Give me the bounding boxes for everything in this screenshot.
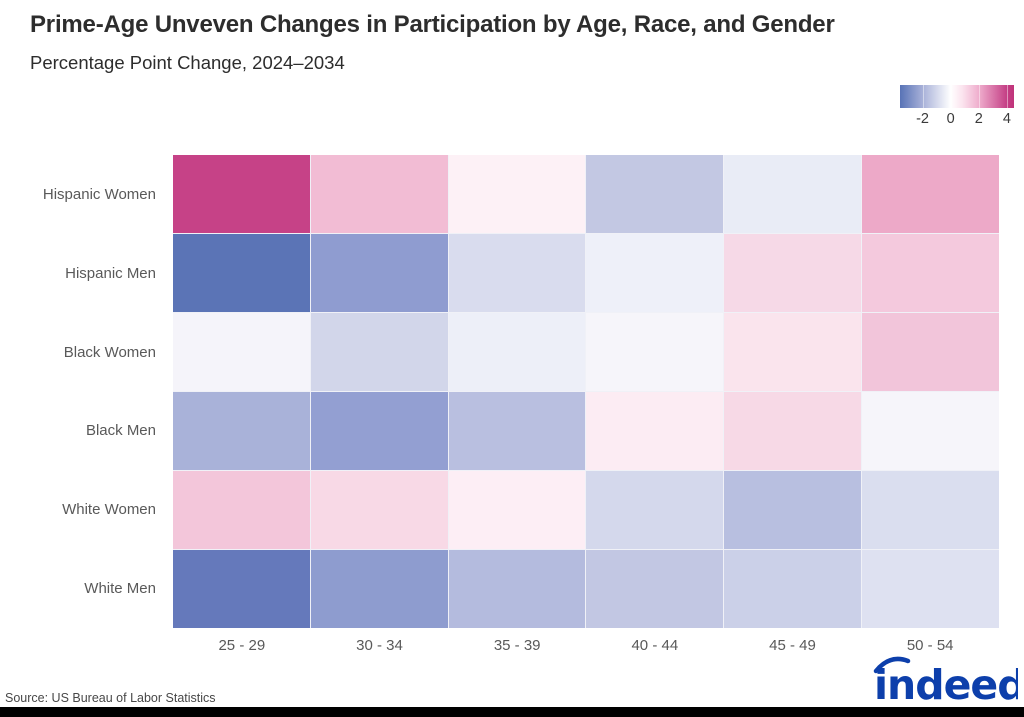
- color-legend-notch: [950, 85, 952, 108]
- heatmap-cell: [586, 234, 724, 312]
- color-legend-gradient-bar: [900, 85, 1014, 108]
- heatmap-cell: [173, 392, 310, 470]
- x-axis-labels: 25 - 29 30 - 34 35 - 39 40 - 44 45 - 49 50 - …: [173, 634, 999, 656]
- heatmap-cell: [586, 155, 724, 233]
- heatmap-cell: [724, 234, 862, 312]
- indeed-logo-arc: [873, 656, 911, 674]
- x-axis-label: 25 - 29: [218, 636, 266, 654]
- heatmap-cell: [586, 471, 724, 549]
- heatmap-grid: [173, 155, 999, 628]
- y-axis-labels: Hispanic Women Hispanic Men Black Women Bla…: [0, 155, 156, 628]
- x-axis-label: 45 - 49: [769, 636, 816, 654]
- bottom-black-bar: [0, 707, 1024, 717]
- x-axis-label: 40 - 44: [631, 636, 679, 654]
- y-axis-label: Hispanic Men: [65, 264, 156, 282]
- heatmap-cell: [586, 392, 724, 470]
- heatmap-cell: [310, 155, 448, 233]
- heatmap-cell: [448, 392, 586, 470]
- y-axis-label: White Men: [84, 580, 156, 598]
- color-legend-tick-label: 2: [974, 111, 983, 127]
- heatmap-cell: [586, 313, 724, 391]
- color-legend-tick-label: 4: [1002, 111, 1011, 127]
- y-axis-label: Black Women: [63, 343, 156, 361]
- heatmap-cell: [724, 392, 862, 470]
- chart-subtitle: Percentage Point Change, 2024–2034: [30, 52, 345, 73]
- heatmap-cell: [862, 471, 999, 549]
- heatmap-cell: [173, 313, 310, 391]
- source-note: Source: US Bureau of Labor Statistics: [5, 691, 216, 705]
- y-axis-label: Black Men: [85, 422, 156, 440]
- heatmap-cell: [862, 392, 999, 470]
- x-axis-label: 35 - 39: [493, 636, 541, 654]
- heatmap-cell: [862, 155, 999, 233]
- y-axis-label: White Women: [62, 501, 156, 519]
- color-legend-tick-label: 0: [946, 111, 955, 127]
- y-axis-label: Hispanic Women: [42, 185, 156, 203]
- x-axis-label: 50 - 54: [906, 636, 954, 654]
- color-legend-notch: [1006, 85, 1008, 108]
- heatmap-cell: [862, 234, 999, 312]
- heatmap-cell: [173, 550, 310, 628]
- heatmap-cell: [448, 313, 586, 391]
- indeed-logo-svg: indeed: [873, 656, 1024, 709]
- heatmap-cell: [724, 550, 862, 628]
- heatmap-cell: [448, 471, 586, 549]
- heatmap-cell: [173, 155, 310, 233]
- heatmap-cell: [448, 155, 586, 233]
- heatmap-cell: [310, 471, 448, 549]
- color-legend: -2 0 2 4: [900, 85, 1014, 133]
- color-legend-notch: [978, 85, 980, 108]
- heatmap-cell: [862, 550, 999, 628]
- heatmap-cell: [724, 155, 862, 233]
- heatmap-cell: [310, 234, 448, 312]
- heatmap-cell: [173, 471, 310, 549]
- heatmap-cell: [173, 234, 310, 312]
- color-legend-notch: [922, 85, 924, 108]
- heatmap-cell: [448, 234, 586, 312]
- heatmap-cell: [448, 550, 586, 628]
- indeed-logo-text: indeed: [874, 661, 1018, 705]
- heatmap-cell: [586, 550, 724, 628]
- heatmap-cell: [724, 313, 862, 391]
- heatmap-cell: [310, 550, 448, 628]
- color-legend-tick-label: -2: [916, 111, 929, 127]
- color-legend-ticks: -2 0 2 4: [900, 111, 1014, 131]
- heatmap-cell: [310, 313, 448, 391]
- heatmap-cell: [724, 471, 862, 549]
- x-axis-label: 30 - 34: [356, 636, 403, 654]
- heatmap-cell: [310, 392, 448, 470]
- heatmap-cell: [862, 313, 999, 391]
- chart-title: Prime-Age Unveven Changes in Participati…: [30, 11, 835, 38]
- indeed-logo: indeed: [872, 655, 1024, 709]
